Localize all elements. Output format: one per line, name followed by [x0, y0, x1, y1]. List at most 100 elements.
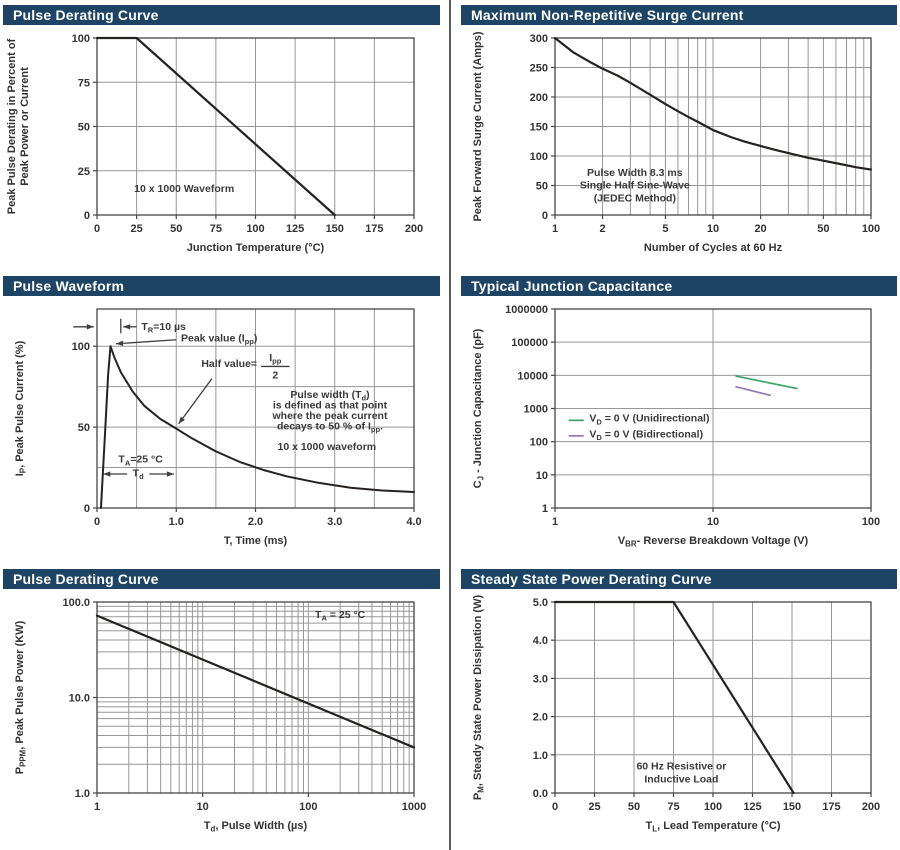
x-tick-label: 0 — [94, 223, 100, 235]
annotation-text: (JEDEC Method) — [594, 192, 676, 204]
x-tick-label: 20 — [754, 223, 766, 235]
axis-ticks: 0 1.0 2.0 3.0 4.0 0 50 100 — [72, 341, 422, 528]
x-tick-label: 25 — [131, 223, 143, 235]
annotation-arrow — [178, 378, 213, 425]
arrow-head — [166, 471, 174, 477]
section-title: Steady State Power Derating Curve — [471, 571, 712, 587]
annotation-text: VD = 0 V (Unidirectional) — [589, 413, 709, 427]
section-header: Pulse Derating Curve — [3, 5, 440, 25]
chart-steady-state-derating: 0 25 50 75 100 125 150 175 200 0.0 1.0 2.0 3.0 4.0 5.0… — [472, 595, 880, 834]
x-tick-label: 1 — [552, 223, 558, 235]
x-tick-label: 0 — [94, 516, 100, 528]
x-tick-label: 75 — [210, 223, 222, 235]
series-derating — [95, 36, 336, 217]
x-tick-label: 100 — [704, 801, 722, 813]
x-tick-label: 200 — [405, 223, 423, 235]
y-tick-label: 10000 — [517, 370, 548, 382]
annotation-text: TA = 25 °C — [315, 609, 366, 623]
annotation-text: decays to 50 % of Ipp. — [277, 421, 383, 435]
annotation-text: VD = 0 V (Bidirectional) — [589, 428, 703, 442]
y-tick-label: 10.0 — [69, 693, 90, 705]
y-tick-label: 100.0 — [62, 597, 90, 609]
section-title: Maximum Non-Repetitive Surge Current — [471, 7, 744, 23]
annotation-text: TR=10 µs — [141, 321, 186, 335]
y-tick-label: 1.0 — [75, 788, 90, 800]
x-tick-label: 150 — [783, 801, 801, 813]
y-axis-label: CJ - Junction Capacitance (pF) — [472, 328, 486, 488]
arrow-head — [116, 340, 124, 347]
x-tick-label: 100 — [862, 516, 880, 528]
annotation-text: Pulse width (Td) — [290, 389, 369, 403]
y-tick-label: 25 — [78, 166, 90, 178]
y-axis-label: Peak Forward Surge Current (Amps) — [472, 31, 484, 221]
y-tick-label: 0 — [542, 210, 548, 222]
y-tick-label: 3.0 — [533, 673, 548, 685]
panel-pulse-waveform: Pulse Waveform 0 1.0 2.0 3.0 4.0 0 50 100 T, Tim… — [3, 276, 440, 556]
annotation-text: Ipp — [269, 352, 282, 366]
series-power-derating — [553, 600, 795, 795]
y-tick-label: 0.0 — [533, 788, 548, 800]
x-tick-label: 100 — [299, 801, 317, 813]
series-bidirectional — [735, 385, 772, 397]
annotation-text: Inductive Load — [644, 773, 718, 785]
x-tick-label: 200 — [862, 801, 880, 813]
x-tick-label: 2 — [600, 223, 606, 235]
x-axis-label: Td, Pulse Width (µs) — [204, 820, 308, 834]
annotation-text: Pulse Width 8.3 ms — [587, 167, 683, 179]
x-tick-label: 1.0 — [169, 516, 184, 528]
x-tick-label: 175 — [365, 223, 383, 235]
x-tick-label: 75 — [667, 801, 679, 813]
y-tick-label: 10 — [536, 470, 548, 482]
arrow-head — [178, 416, 185, 424]
x-tick-label: 100 — [862, 223, 880, 235]
y-tick-label: 50 — [78, 422, 90, 434]
series-waveform — [99, 345, 415, 509]
annotation-text: 2 — [272, 370, 278, 382]
annotation-arrow — [115, 339, 177, 345]
y-tick-label: 50 — [78, 122, 90, 134]
x-tick-label: 100 — [246, 223, 264, 235]
y-axis-label: Peak Pulse Derating in Percent of — [6, 38, 18, 214]
annotation-text: Half value= — [201, 358, 257, 370]
x-tick-label: 50 — [628, 801, 640, 813]
y-axis-label: PM, Steady State Power Dissipation (W) — [472, 595, 486, 801]
y-tick-label: 100 — [72, 33, 90, 45]
y-tick-label: 0 — [84, 503, 90, 515]
y-axis-label: PPPM, Peak Pulse Power (KW) — [14, 620, 28, 774]
section-title: Pulse Waveform — [13, 278, 125, 294]
y-tick-label: 1000 — [524, 404, 548, 416]
axis-ticks: 0 25 50 75 100 125 150 175 200 0 25 50 75 100 — [72, 33, 424, 235]
y-tick-label: 1.0 — [533, 750, 548, 762]
panel-junction-capacitance: Typical Junction Capacitance 1 10 100 1 10 10… — [461, 276, 897, 556]
panel-pulse-derating-curve-top: Pulse Derating Curve 0 25 50 75 100 125 150 175… — [3, 5, 440, 263]
section-header: Steady State Power Derating Curve — [461, 569, 897, 589]
arrow-head — [123, 324, 131, 330]
chart-pulse-derating-curve-top: 0 25 50 75 100 125 150 175 200 0 25 50 75 100 Junction… — [6, 33, 424, 254]
x-tick-label: 1000 — [402, 801, 426, 813]
section-header: Maximum Non-Repetitive Surge Current — [461, 5, 897, 25]
annotation-text: 10 x 1000 waveform — [277, 441, 376, 453]
x-axis-label: Junction Temperature (°C) — [187, 242, 325, 254]
y-tick-label: 50 — [536, 181, 548, 193]
x-tick-label: 125 — [743, 801, 761, 813]
panel-steady-state-derating: Steady State Power Derating Curve 0 25 50 7… — [461, 569, 897, 841]
axis-ticks: 1 10 100 1 10 100 1000 10000 100000 1000000 — [505, 304, 880, 528]
y-tick-label: 200 — [530, 92, 548, 104]
section-header: Typical Junction Capacitance — [461, 276, 897, 296]
annotation-text: TA=25 °C — [118, 454, 163, 468]
x-tick-label: 50 — [170, 223, 182, 235]
section-title: Pulse Derating Curve — [13, 7, 159, 23]
column-divider — [449, 0, 451, 850]
x-tick-label: 2.0 — [248, 516, 263, 528]
annotation-text: is defined as that point — [273, 400, 388, 412]
x-axis-label: Number of Cycles at 60 Hz — [644, 242, 783, 254]
annotation-text: Td — [133, 467, 144, 481]
chart-pulse-derating-curve-bottom: 1 10 100 1000 1.0 10.0 100.0 Td, Pulse Width (µ… — [14, 597, 426, 834]
y-axis-label: Peak Power or Current — [19, 67, 31, 186]
x-tick-label: 1 — [552, 516, 558, 528]
chart-pulse-waveform: 0 1.0 2.0 3.0 4.0 0 50 100 T, Time (ms) IP, Peak … — [14, 308, 422, 547]
axis-ticks: 1 10 100 1000 1.0 10.0 100.0 — [62, 597, 426, 813]
x-tick-label: 10 — [707, 223, 719, 235]
